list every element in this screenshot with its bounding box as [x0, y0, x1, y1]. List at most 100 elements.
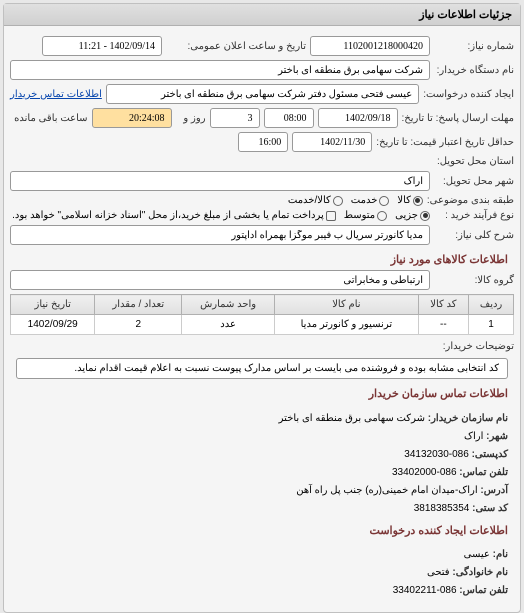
buyer-note: کد انتخابی مشابه بوده و فروشنده می بایست…	[16, 358, 508, 379]
address-label: آدرس:	[480, 485, 508, 496]
org-name-label: نام سازمان خریدار:	[428, 413, 508, 424]
announce-label: تاریخ و ساعت اعلان عمومی:	[166, 41, 306, 52]
org-name: شرکت سهامی برق منطقه ای باختر	[279, 413, 425, 424]
address: اراک-میدان امام خمینی(ره) جنب پل راه آهن	[296, 485, 477, 496]
category-radio-group: کالا خدمت کالا/خدمت	[288, 195, 423, 206]
creator-section-title: اطلاعات ایجاد کننده درخواست	[16, 522, 508, 542]
goods-section-title: اطلاعات کالاهای مورد نیاز	[16, 253, 508, 266]
row-process: نوع فرآیند خرید : جزیی متوسط پرداخت تمام…	[10, 210, 514, 221]
radio-kala-label: کالا	[397, 195, 411, 206]
delivery-city-input[interactable]	[10, 171, 430, 191]
remain-days-label: روز و	[176, 113, 206, 124]
buyer-note-label: توضیحات خریدار:	[434, 341, 514, 352]
radio-motvaset-dot	[377, 211, 387, 221]
td-1: --	[418, 315, 468, 335]
zip-label: کدپستی:	[472, 449, 508, 460]
th-0: ردیف	[469, 295, 514, 315]
row-buyer-note: توضیحات خریدار:	[10, 341, 514, 352]
td-3: عدد	[182, 315, 275, 335]
radio-jozi[interactable]: جزیی	[395, 210, 430, 221]
contact-link[interactable]: اطلاعات تماس خریدار	[10, 89, 102, 100]
th-4: تعداد / مقدار	[95, 295, 182, 315]
phone-label: تلفن تماس:	[459, 467, 508, 478]
radio-khedmat-dot	[379, 196, 389, 206]
category-label: طبقه بندی موضوعی:	[427, 195, 514, 206]
th-3: واحد شمارش	[182, 295, 275, 315]
announce-input[interactable]	[42, 36, 162, 56]
td-5: 1402/09/29	[11, 315, 95, 335]
goods-group-label: گروه کالا:	[434, 275, 514, 286]
checkbox-dot	[326, 211, 336, 221]
radio-kala-dot	[413, 196, 423, 206]
th-1: کد کالا	[418, 295, 468, 315]
contact-section-title: اطلاعات تماس سازمان خریدار	[16, 387, 508, 400]
goods-table: ردیف کد کالا نام کالا واحد شمارش تعداد /…	[10, 294, 514, 335]
proc-note-label: پرداخت تمام یا بخشی از مبلغ خرید،از محل …	[12, 210, 324, 221]
radio-kala-khedmat[interactable]: کالا/خدمت	[288, 195, 343, 206]
validity-label: حداقل تاریخ اعتبار قیمت: تا تاریخ:	[376, 137, 514, 148]
remain-time-input[interactable]	[92, 108, 172, 128]
table-header-row: ردیف کد کالا نام کالا واحد شمارش تعداد /…	[11, 295, 514, 315]
radio-kala-khedmat-label: کالا/خدمت	[288, 195, 331, 206]
radio-motvaset[interactable]: متوسط	[344, 210, 387, 221]
family-label: نام خانوادگی:	[452, 567, 508, 578]
process-radio-group: جزیی متوسط پرداخت تمام یا بخشی از مبلغ خ…	[12, 210, 430, 221]
process-label: نوع فرآیند خرید :	[434, 210, 514, 221]
panel-title: جزئیات اطلاعات نیاز	[4, 4, 520, 26]
deadline-date-input[interactable]	[318, 108, 398, 128]
row-goods-group: گروه کالا:	[10, 270, 514, 290]
row-deadline: مهلت ارسال پاسخ: تا تاریخ: روز و ساعت با…	[10, 108, 514, 128]
radio-kala[interactable]: کالا	[397, 195, 423, 206]
niaz-no-input[interactable]	[310, 36, 430, 56]
radio-khedmat[interactable]: خدمت	[351, 195, 390, 206]
main-panel: جزئیات اطلاعات نیاز شماره نیاز: تاریخ و …	[3, 3, 521, 613]
goods-group-input[interactable]	[10, 270, 430, 290]
general-title-input[interactable]	[10, 225, 430, 245]
code: 3818385354	[414, 503, 470, 514]
validity-time-input[interactable]	[238, 132, 288, 152]
checkbox-proc-note[interactable]: پرداخت تمام یا بخشی از مبلغ خرید،از محل …	[12, 210, 336, 221]
row-requester: ایجاد کننده درخواست: اطلاعات تماس خریدار	[10, 84, 514, 104]
table-row[interactable]: 1 -- ترنسیور و کانورتر مدیا عدد 2 1402/0…	[11, 315, 514, 335]
creator-family: فتحی	[427, 567, 450, 578]
city-label: شهر:	[486, 431, 508, 442]
zip: 086-34132030	[404, 449, 469, 460]
general-title-label: شرح کلی نیاز:	[434, 230, 514, 241]
deadline-time-input[interactable]	[264, 108, 314, 128]
row-general-title: شرح کلی نیاز:	[10, 225, 514, 245]
row-category: طبقه بندی موضوعی: کالا خدمت کالا/خدمت	[10, 195, 514, 206]
city: اراک	[464, 431, 483, 442]
row-delivery-prov: استان محل تحویل:	[10, 156, 514, 167]
panel-body: شماره نیاز: تاریخ و ساعت اعلان عمومی: نا…	[4, 26, 520, 612]
radio-motvaset-label: متوسط	[344, 210, 375, 221]
phone: 086-33402000	[392, 467, 457, 478]
remain-days-input[interactable]	[210, 108, 260, 128]
th-2: نام کالا	[275, 295, 419, 315]
delivery-prov-label: استان محل تحویل:	[434, 156, 514, 167]
radio-jozi-dot	[420, 211, 430, 221]
name-label: نام:	[493, 549, 508, 560]
remain-label: ساعت باقی مانده	[14, 113, 87, 124]
validity-date-input[interactable]	[292, 132, 372, 152]
creator-name: عیسی	[464, 549, 490, 560]
radio-kala-khedmat-dot	[333, 196, 343, 206]
radio-khedmat-label: خدمت	[351, 195, 378, 206]
requester-input[interactable]	[106, 84, 419, 104]
deadline-label: مهلت ارسال پاسخ: تا تاریخ:	[402, 113, 514, 124]
requester-label: ایجاد کننده درخواست:	[423, 89, 514, 100]
creator-phone-label: تلفن تماس:	[459, 585, 508, 596]
row-delivery-city: شهر محل تحویل:	[10, 171, 514, 191]
td-4: 2	[95, 315, 182, 335]
th-5: تاریخ نیاز	[11, 295, 95, 315]
buyer-org-input[interactable]	[10, 60, 430, 80]
creator-phone: 086-33402211	[393, 585, 457, 596]
buyer-org-label: نام دستگاه خریدار:	[434, 65, 514, 76]
td-2: ترنسیور و کانورتر مدیا	[275, 315, 419, 335]
code-label: کد ستی:	[472, 503, 508, 514]
td-0: 1	[469, 315, 514, 335]
delivery-city-label: شهر محل تحویل:	[434, 176, 514, 187]
niaz-no-label: شماره نیاز:	[434, 41, 514, 52]
row-validity: حداقل تاریخ اعتبار قیمت: تا تاریخ:	[10, 132, 514, 152]
row-buyer-org: نام دستگاه خریدار:	[10, 60, 514, 80]
row-niaz-no: شماره نیاز: تاریخ و ساعت اعلان عمومی:	[10, 36, 514, 56]
